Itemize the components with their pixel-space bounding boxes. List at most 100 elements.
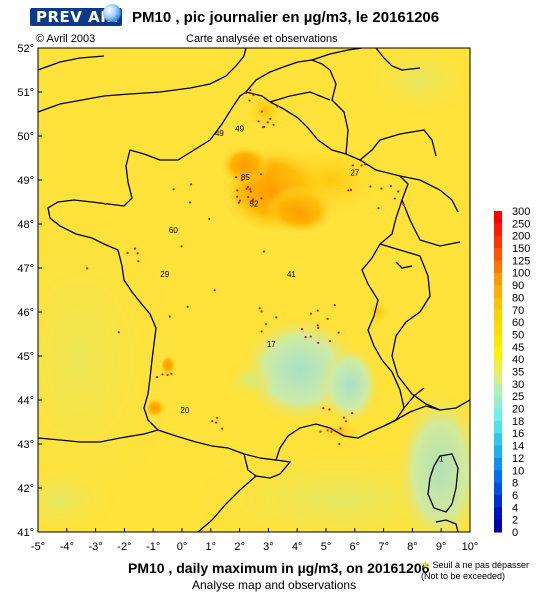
- colorbar-segment: [494, 297, 502, 311]
- france-outline: [47, 91, 409, 461]
- station-dot: [249, 190, 252, 193]
- colorbar-label: 50: [512, 329, 524, 341]
- lon-tick-label: -1°: [146, 541, 160, 553]
- colorbar-segment: [494, 260, 502, 274]
- station-dot: [245, 187, 248, 190]
- station-dot: [246, 185, 250, 189]
- station-dot: [397, 190, 400, 193]
- station-dot: [166, 373, 169, 377]
- colorbar-label: 200: [512, 231, 530, 243]
- lat-tick-label: 51°: [17, 87, 34, 99]
- station-dot: [339, 427, 342, 430]
- colorbar-label: 45: [512, 342, 524, 354]
- observation-value: 60: [169, 226, 178, 235]
- colorbar-segment: [494, 334, 502, 348]
- lon-tick-label: -4°: [60, 541, 74, 553]
- station-dot: [326, 317, 329, 320]
- observation-value: 85: [241, 173, 250, 182]
- station-dot: [380, 187, 383, 190]
- colorbar-label: 80: [512, 292, 524, 304]
- station-dot: [170, 372, 173, 375]
- station-dot: [236, 189, 239, 192]
- corsica-outline: [427, 453, 459, 513]
- station-dot: [266, 121, 269, 124]
- station-dot: [161, 373, 164, 376]
- station-dot: [252, 198, 255, 201]
- lat-tick-label: 46°: [17, 307, 34, 319]
- colorbar-segment: [494, 494, 502, 508]
- station-dot: [249, 88, 252, 92]
- station-dot: [238, 199, 242, 202]
- colorbar-label: 8: [512, 478, 518, 490]
- station-dot: [351, 411, 354, 415]
- lon-tick-label: 9°: [436, 541, 447, 553]
- colorbar-label: 90: [512, 280, 524, 292]
- colorbar-segment: [494, 482, 502, 496]
- station-dot: [309, 312, 313, 315]
- station-dot: [338, 442, 341, 446]
- lon-tick-label: 3°: [263, 541, 274, 553]
- colorbar-segment: [494, 457, 502, 471]
- station-dot: [216, 416, 219, 419]
- station-dot: [344, 420, 348, 423]
- colorbar-segment: [494, 223, 502, 237]
- colorbar-segment: [494, 211, 502, 224]
- colorbar-label: 12: [512, 453, 524, 465]
- station-dot: [316, 309, 319, 312]
- colorbar-label: 6: [512, 490, 518, 502]
- lon-tick-label: 6°: [350, 541, 361, 553]
- station-dot: [351, 164, 354, 167]
- colorbar-label: 70: [512, 305, 524, 317]
- lon-tick-label: 7°: [378, 541, 389, 553]
- station-dot: [248, 188, 252, 191]
- observation-value: 29: [160, 270, 169, 279]
- station-dot: [333, 303, 336, 307]
- station-dot: [215, 421, 218, 424]
- colorbar-segment: [494, 507, 502, 521]
- colorbar-segment: [494, 322, 502, 335]
- colorbar-segment: [494, 285, 502, 298]
- station-dot: [377, 207, 380, 210]
- copyright-text: © Avril 2003: [36, 33, 96, 45]
- station-dot: [316, 324, 319, 327]
- station-dot: [247, 195, 250, 199]
- colorbar-label: 20: [512, 404, 524, 416]
- lon-tick-label: 5°: [321, 541, 332, 553]
- longitude-axis: -5° -4° -3° -2° -1° 0° 1° 2° 3° 4° 5° 6° 7° 8° 9° 10°: [31, 528, 478, 553]
- colorbar-label: 2: [512, 515, 518, 527]
- colorbar-segment: [494, 470, 502, 484]
- colorbar-label: 0: [512, 527, 518, 539]
- station-dot: [186, 305, 189, 309]
- colorbar-segment: [494, 396, 502, 410]
- colorbar-segment: [494, 248, 502, 261]
- station-dot: [188, 201, 192, 204]
- colorbar-segment: [494, 272, 502, 286]
- station-dot: [251, 200, 254, 203]
- colorbar-label: 10: [512, 465, 524, 477]
- colorbar-label: 30: [512, 379, 524, 391]
- observation-labels: 49 49 85 27 52 60 29 41 17 20 1: [160, 125, 444, 464]
- observation-value: 1: [439, 455, 444, 464]
- station-dot: [117, 331, 120, 334]
- colorbar-label: 35: [512, 367, 524, 379]
- colorbar-segment: [494, 371, 502, 385]
- lat-tick-label: 42°: [17, 483, 34, 495]
- map-title: PM10 , pic journalier en µg/m3, le 20161…: [132, 9, 440, 26]
- threshold-note-fr: Seuil à ne pas dépasser: [432, 560, 530, 570]
- lat-tick-label: 44°: [17, 395, 34, 407]
- lat-tick-label: 45°: [17, 351, 34, 363]
- lat-tick-label: 52°: [17, 43, 34, 55]
- colorbar-segment: [494, 309, 502, 323]
- lon-tick-label: 8°: [407, 541, 418, 553]
- english-title: PM10 , daily maximum in µg/m3, on 201612…: [128, 560, 430, 576]
- station-dot: [337, 331, 340, 334]
- station-dot: [328, 339, 332, 343]
- lat-tick-label: 49°: [17, 175, 34, 187]
- station-dot: [211, 420, 214, 423]
- english-subtitle: Analyse map and observations: [192, 578, 357, 592]
- colorbar-label: 18: [512, 416, 524, 428]
- lat-tick-label: 43°: [17, 439, 34, 451]
- station-dot: [304, 336, 307, 339]
- lon-tick-label: 4°: [292, 541, 303, 553]
